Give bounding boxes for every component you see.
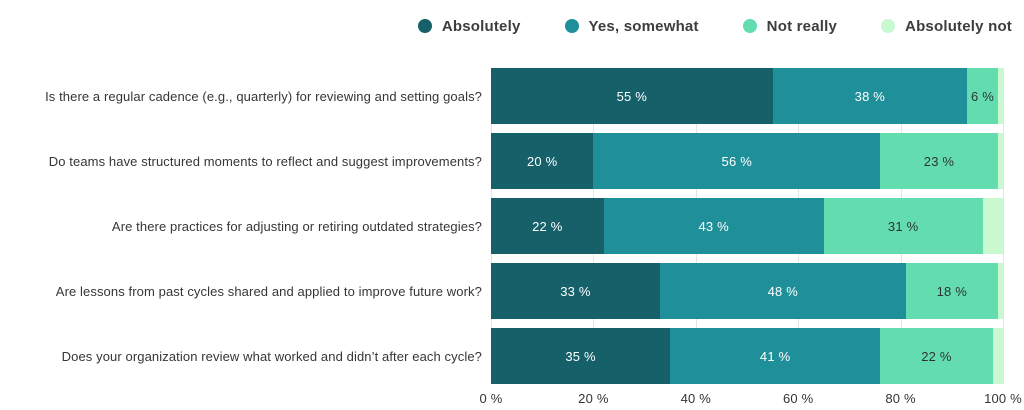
stacked-bar-row: 22 % 43 % 31 % [491,198,1003,254]
bar-segment: 41 % [670,328,881,384]
axis-tick-label: 100 % [984,391,1022,406]
legend-item-not-really: Not really [742,17,838,35]
stacked-bar-row: 35 % 41 % 22 % [491,328,1003,384]
bar-segment: 35 % [491,328,671,384]
bar-segment [982,198,1003,254]
legend-swatch-not-really-icon [742,19,757,33]
legend-label: Absolutely [441,17,521,35]
chart-area: Is there a regular cadence (e.g., quarte… [0,68,1024,410]
axis-tick-label: 80 % [885,391,916,406]
category-label: Do teams have structured moments to refl… [48,153,482,169]
bar-segment: 38 % [772,68,968,124]
bar-segment: 6 % [967,68,998,124]
stacked-bar-row: 55 % 38 % 6 % [491,68,1003,124]
bar-segment: 33 % [491,263,660,319]
legend-swatch-absolutely-icon [417,19,432,33]
legend-item-absolutely-not: Absolutely not [881,18,1012,35]
category-label: Are lessons from past cycles shared and … [55,283,482,299]
legend-swatch-yes-somewhat-icon [564,19,579,33]
bars-container: 55 % 38 % 6 % 20 % 56 % 23 % 22 % 43 % 31 % 33… [491,68,1003,384]
bar-segment: 55 % [491,68,773,124]
bar-segment: 48 % [659,263,906,319]
category-labels-column: Is there a regular cadence (e.g., quarte… [0,68,491,410]
plot-area: 55 % 38 % 6 % 20 % 56 % 23 % 22 % 43 % 31 % 33… [479,68,1022,410]
bar-segment [992,328,1003,384]
bar-segment [997,133,1003,189]
bar-segment: 43 % [603,198,824,254]
bar-segment: 56 % [593,133,881,189]
bar-segment: 31 % [823,198,983,254]
bar-segment: 18 % [905,263,998,319]
bar-segment [997,263,1003,319]
legend-label: Not really [766,17,838,35]
legend-label: Absolutely not [905,17,1012,35]
legend-item-yes-somewhat: Yes, somewhat [564,17,699,35]
gridline [1003,68,1004,384]
category-label: Does your organization review what worke… [61,348,482,364]
axis-tick-label: 20 % [578,391,609,406]
x-axis: 0 % 20 % 40 % 60 % 80 % 100 % [479,388,1021,410]
category-label: Are there practices for adjusting or ret… [111,218,482,234]
bar-segment: 20 % [491,133,594,189]
bar-segment: 22 % [880,328,993,384]
bar-segment: 22 % [491,198,604,254]
axis-tick-label: 40 % [680,391,712,406]
legend-label: Yes, somewhat [588,17,699,35]
legend-item-absolutely: Absolutely [417,17,521,35]
stacked-bar-row: 20 % 56 % 23 % [491,133,1003,189]
legend-swatch-absolutely-not-icon [881,19,896,33]
bar-segment [997,68,1003,124]
bar-segment: 23 % [880,133,998,189]
category-label: Is there a regular cadence (e.g., quarte… [45,88,482,104]
axis-tick-label: 0 % [479,391,503,406]
axis-tick-label: 60 % [782,391,814,406]
stacked-bar-row: 33 % 48 % 18 % [491,263,1003,319]
chart-legend: Absolutely Yes, somewhat Not really Abso… [0,0,1024,37]
